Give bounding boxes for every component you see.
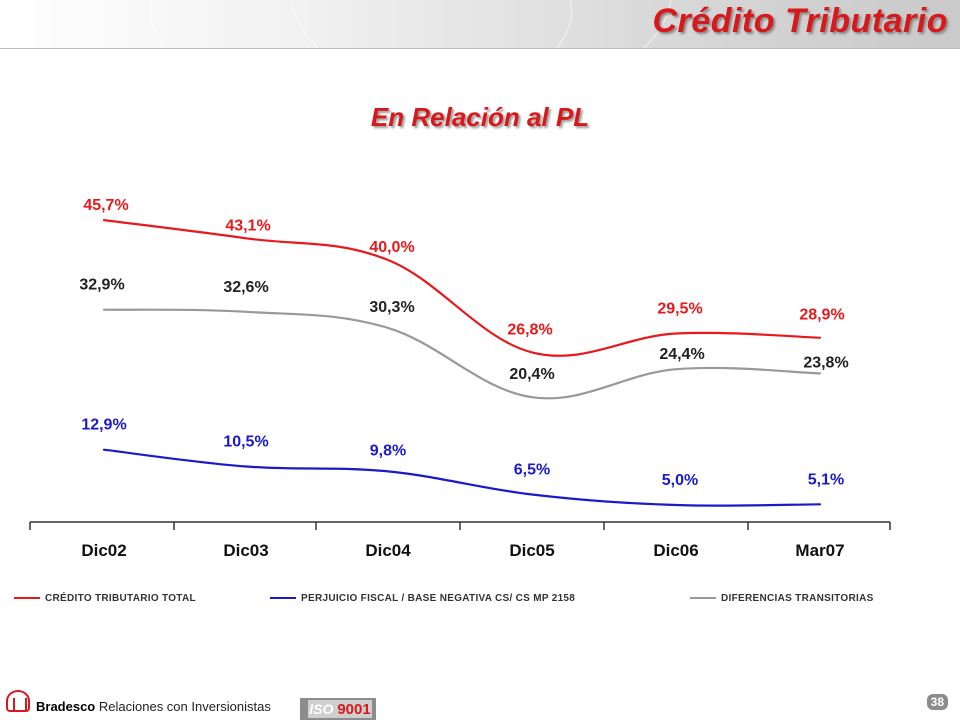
legend-swatch-total [14,597,40,599]
legend-swatch-perjuicio [270,597,296,599]
data-label-diferencias: 24,4% [659,346,704,363]
data-label-perjuicio: 5,1% [808,471,844,488]
data-label-perjuicio: 10,5% [223,434,268,451]
page-title: Crédito Tributario [652,2,948,40]
x-tick-label: Dic04 [365,541,411,560]
data-label-total: 29,5% [657,301,702,318]
data-label-diferencias: 23,8% [803,354,848,371]
legend-label-total: CRÉDITO TRIBUTARIO TOTAL [45,592,196,604]
header-band: Crédito Tributario [0,0,960,49]
data-label-perjuicio: 12,9% [81,417,126,434]
x-tick-label: Dic05 [509,541,554,560]
data-label-total: 26,8% [507,321,552,338]
page-number: 38 [926,694,948,710]
legend-label-perjuicio: PERJUICIO FISCAL / BASE NEGATIVA CS/ CS … [301,592,576,604]
data-label-perjuicio: 9,8% [370,442,406,459]
x-tick-label: Mar07 [795,541,844,560]
data-label-total: 43,1% [225,217,270,234]
legend-swatch-diferencias [690,597,716,599]
iso-badge: ISO 9001 [308,700,372,718]
legend-item-perjuicio: PERJUICIO FISCAL / BASE NEGATIVA CS/ CS … [270,588,575,608]
footer-caption: Relaciones con Inversionistas [98,699,271,714]
data-label-diferencias: 20,4% [509,366,554,383]
data-label-total: 45,7% [83,197,128,214]
footer-text: Bradesco Relaciones con Inversionistas [36,699,271,714]
data-label-diferencias: 30,3% [369,299,414,316]
data-label-diferencias: 32,6% [223,279,268,296]
iso-prefix: ISO [309,701,334,717]
data-label-total: 40,0% [369,239,414,256]
legend-item-diferencias: DIFERENCIAS TRANSITORIAS [690,588,874,608]
legend-item-total: CRÉDITO TRIBUTARIO TOTAL [14,588,196,608]
iso-number: 9001 [337,701,371,718]
series-line-total [102,219,822,357]
x-tick-label: Dic03 [223,541,268,560]
bradesco-logo-icon [6,690,30,712]
series-line-diferencias [102,308,822,400]
data-label-perjuicio: 5,0% [662,472,698,489]
footer: Bradesco Relaciones con Inversionistas I… [0,688,960,720]
data-label-perjuicio: 6,5% [514,462,550,479]
series-line-perjuicio [102,448,822,507]
x-tick-label: Dic02 [81,541,126,560]
legend-label-diferencias: DIFERENCIAS TRANSITORIAS [721,592,874,604]
footer-brand: Bradesco [36,699,96,714]
data-label-diferencias: 32,9% [79,277,124,294]
data-label-total: 28,9% [799,307,844,324]
chart-subtitle: En Relación al PL [370,102,590,132]
x-tick-label: Dic06 [653,541,698,560]
